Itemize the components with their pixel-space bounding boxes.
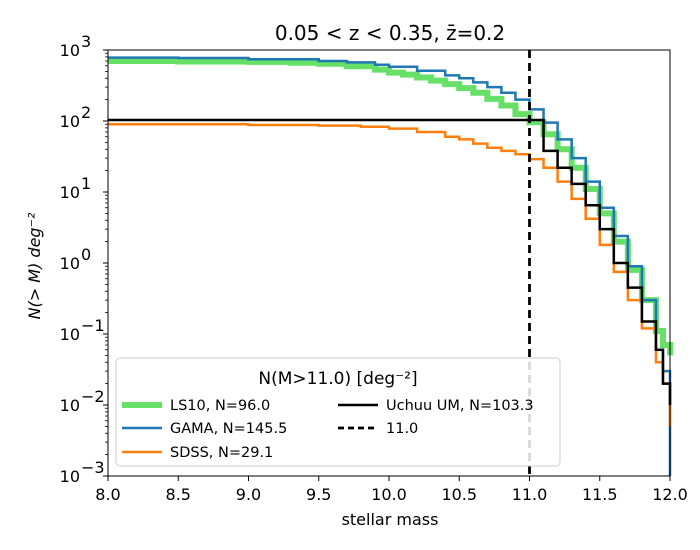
y-tick-label: 10 <box>60 41 80 60</box>
x-axis: 8.0 8.5 9.0 9.5 10.0 10.5 11.0 11.5 12.0 <box>95 476 688 504</box>
series-layer <box>108 56 673 476</box>
legend-entries: LS10, N=96.0 GAMA, N=145.5 SDSS, N=29.1 Uch… <box>122 398 534 461</box>
x-tick-label: 12.0 <box>652 485 688 504</box>
y-tick-exponent: 2 <box>81 103 91 122</box>
y-tick-exponent: −1 <box>81 316 105 335</box>
series-line-gama <box>108 56 672 476</box>
legend-label: GAMA, N=145.5 <box>170 421 287 437</box>
series-line-sdss <box>108 122 672 427</box>
y-tick-label: 10 <box>60 254 80 273</box>
y-tick-exponent: −2 <box>81 387 105 406</box>
legend-label: LS10, N=96.0 <box>170 398 270 414</box>
legend-label: Uchuu UM, N=103.3 <box>386 398 534 414</box>
x-tick-label: 10.5 <box>441 485 477 504</box>
y-tick-label: 10 <box>60 396 80 415</box>
x-tick-label: 8.5 <box>166 485 191 504</box>
x-tick-label: 9.5 <box>306 485 331 504</box>
x-tick-label: 11.0 <box>512 485 548 504</box>
x-tick-label: 10.0 <box>371 485 407 504</box>
y-tick-label: 10 <box>60 183 80 202</box>
y-tick-label: 10 <box>60 112 80 131</box>
legend-label: SDSS, N=29.1 <box>170 445 273 461</box>
y-tick-exponent: −3 <box>81 458 105 477</box>
legend-label: 11.0 <box>386 421 418 437</box>
legend: N(M>11.0) [deg⁻²] LS10, N=96.0 GAMA, N=14… <box>115 357 561 467</box>
y-axis-label: N(> M) deg⁻² <box>25 212 44 319</box>
x-tick-label: 9.0 <box>236 485 261 504</box>
y-tick-label: 10 <box>60 325 80 344</box>
y-tick-label: 10 <box>60 467 80 486</box>
y-tick-exponent: 1 <box>81 174 91 193</box>
x-tick-label: 8.0 <box>95 485 120 504</box>
legend-box <box>115 357 561 467</box>
y-tick-exponent: 0 <box>81 245 91 264</box>
series-line-ls10 <box>108 57 673 356</box>
legend-title: N(M>11.0) [deg⁻²] <box>258 369 417 389</box>
x-axis-label: stellar mass <box>342 510 439 529</box>
x-tick-label: 11.5 <box>582 485 618 504</box>
series-line-uchuu-um <box>108 118 672 405</box>
chart-title: 0.05 < z < 0.35, z̄=0.2 <box>275 21 505 45</box>
y-tick-exponent: 3 <box>81 32 91 51</box>
